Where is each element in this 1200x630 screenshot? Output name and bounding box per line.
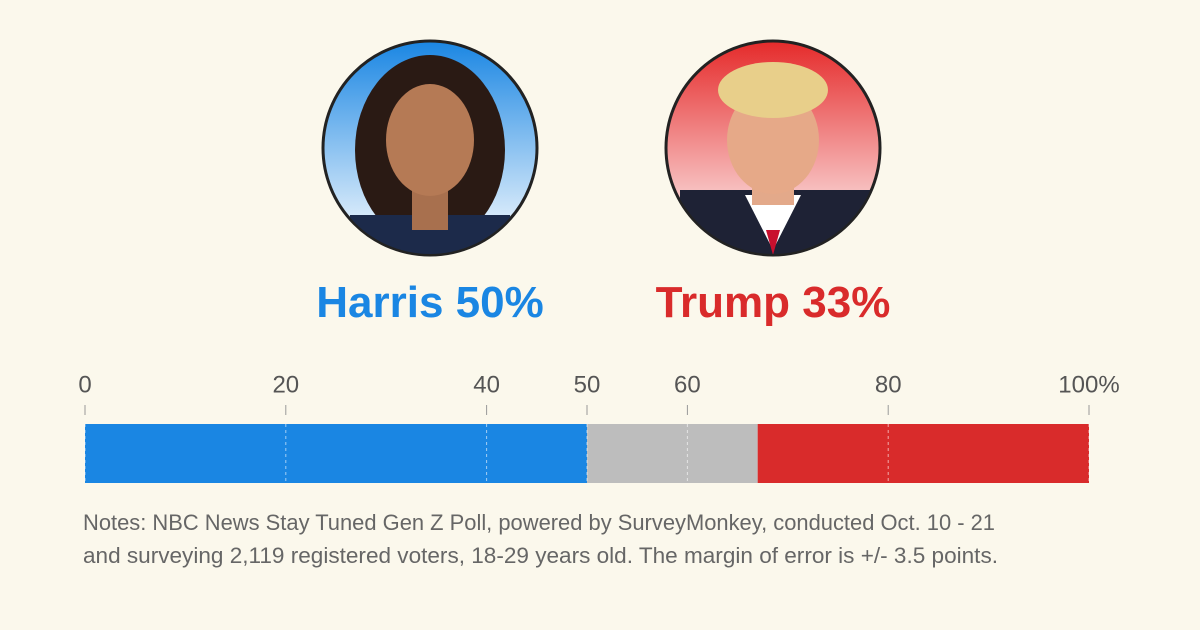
- x-tick-label: 0: [78, 371, 91, 398]
- x-tick-label: 60: [674, 371, 701, 398]
- value-label: 33%: [802, 278, 890, 327]
- bar-segment: [85, 424, 587, 483]
- x-tick-label: 100%: [1058, 371, 1119, 398]
- harris-photo: [321, 39, 539, 257]
- value-label: 50%: [456, 278, 544, 327]
- harris-label: Harris 50%: [316, 278, 544, 327]
- x-tick-label: 50: [574, 371, 601, 398]
- series-name: Harris: [316, 278, 443, 327]
- x-tick-label: 80: [875, 371, 902, 398]
- trump-photo: [664, 39, 882, 257]
- notes: and surveying 2,119 registered voters, 1…: [83, 543, 998, 568]
- x-tick-label: 20: [272, 371, 299, 398]
- notes: Notes: NBC News Stay Tuned Gen Z Poll, p…: [83, 510, 995, 535]
- trump-label: Trump 33%: [656, 278, 891, 327]
- bar-segment: [587, 424, 758, 483]
- bar-segment: [757, 424, 1089, 483]
- x-tick-label: 40: [473, 371, 500, 398]
- series-name: Trump: [656, 278, 790, 327]
